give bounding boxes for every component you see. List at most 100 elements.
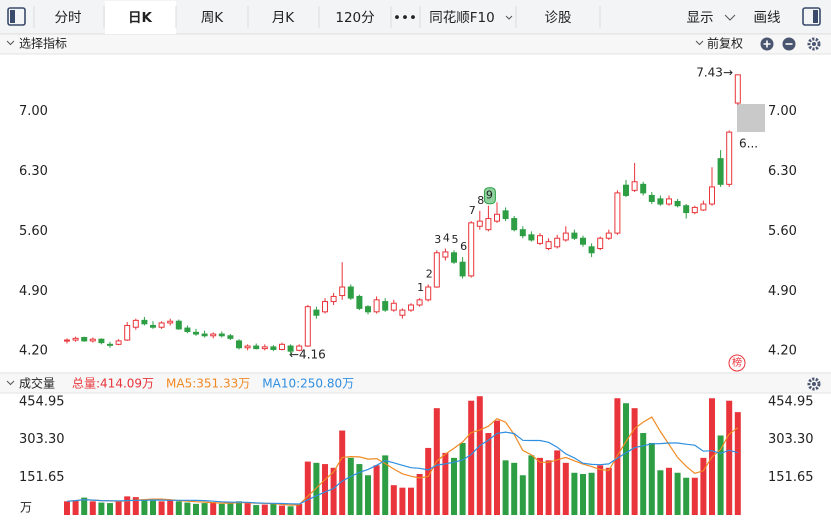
right-tab[interactable]: 画线 — [754, 10, 781, 26]
candle-body — [313, 309, 320, 316]
legend-entry: MA5:351.33万 — [166, 377, 250, 391]
zoom-out[interactable] — [782, 37, 796, 51]
volume-header — [0, 374, 831, 393]
candle-body — [81, 336, 88, 342]
volume-bar — [494, 420, 500, 515]
zoom-in[interactable] — [760, 37, 774, 51]
volume-bar — [287, 506, 294, 515]
volume-bar — [640, 433, 647, 515]
panel-toggle[interactable] — [802, 7, 821, 26]
indicator-select[interactable]: 选择指标 — [19, 36, 67, 51]
tab[interactable]: 分时 — [55, 10, 82, 26]
volume-bar — [390, 485, 397, 515]
volume-bar — [244, 503, 251, 515]
y-tick-label: 454.95 — [19, 394, 65, 409]
candle-body — [485, 218, 492, 231]
volume-bar — [588, 472, 595, 515]
settings[interactable] — [807, 37, 821, 51]
tab[interactable]: 同花顺F10 — [429, 10, 494, 26]
volume-bar — [132, 497, 139, 515]
candle-body — [528, 234, 535, 241]
volume-bar — [124, 496, 131, 515]
y-tick-label-right: 454.95 — [768, 394, 814, 409]
badge[interactable]: 榜 — [732, 356, 742, 369]
volume-bar — [726, 400, 733, 515]
dropdown-caret — [724, 14, 736, 21]
volume-bar — [218, 503, 225, 515]
volume-bar — [115, 501, 122, 515]
caret — [695, 40, 704, 46]
tab[interactable]: 周K — [201, 10, 224, 26]
volume-bar — [476, 396, 483, 515]
volume-bar — [451, 457, 457, 515]
volume-bar — [64, 501, 70, 515]
volume-bar — [631, 408, 638, 515]
candle-body — [691, 206, 698, 214]
volume-bar — [141, 500, 148, 515]
candle-body — [244, 345, 251, 349]
candle-body — [382, 301, 389, 311]
y-tick-label: 5.60 — [19, 224, 48, 239]
candle-body — [468, 222, 475, 277]
candle-body — [261, 346, 268, 350]
volume-bar — [399, 487, 406, 515]
candle-body — [408, 304, 414, 311]
right-tab[interactable]: 显示 — [687, 10, 714, 26]
candle-body — [236, 340, 242, 349]
candle-body — [442, 251, 449, 258]
volume-bar — [81, 497, 88, 515]
volume-title[interactable]: 成交量 — [19, 376, 55, 391]
candle-body — [717, 158, 724, 185]
adjust-select[interactable]: 前复权 — [707, 36, 743, 51]
candle-body — [683, 205, 690, 214]
candle-body — [648, 194, 655, 202]
volume-bar — [502, 460, 509, 515]
volume-settings[interactable] — [807, 377, 821, 391]
tab[interactable]: 诊股 — [545, 10, 573, 26]
candle-body — [98, 338, 105, 344]
tab[interactable]: ••• — [393, 10, 417, 26]
volume-bar — [313, 462, 320, 515]
volume-bar — [382, 455, 389, 515]
tab[interactable]: 日K — [128, 10, 152, 26]
candle-body — [296, 345, 303, 351]
icon — [813, 10, 818, 23]
candle-body — [218, 333, 225, 337]
volume-bar — [683, 477, 690, 515]
sequence-label: 3 — [434, 233, 441, 246]
candle-body — [167, 320, 174, 324]
candle-body — [580, 237, 586, 245]
candle-body — [330, 295, 337, 303]
volume-bar — [201, 503, 208, 515]
volume-bar — [98, 502, 105, 515]
candle-body — [459, 261, 466, 277]
volume-bar — [356, 464, 363, 515]
candle-body — [476, 220, 483, 227]
y-tick-label-right: 6.30 — [768, 164, 797, 179]
volume-bar — [270, 503, 277, 515]
volume-bar — [700, 457, 707, 515]
volume-bar — [657, 470, 664, 515]
candle-body — [390, 302, 397, 311]
icon — [7, 7, 26, 26]
sequence-label: 6 — [460, 240, 467, 253]
sidebar-toggle[interactable] — [7, 7, 26, 26]
caret — [6, 40, 15, 46]
sequence-label: 2 — [426, 267, 433, 280]
volume-bar — [648, 442, 655, 515]
volume-bar — [296, 503, 303, 515]
candle-body — [537, 235, 543, 244]
candle-body — [175, 320, 182, 330]
volume-bar — [72, 500, 79, 515]
volume-bar — [373, 465, 380, 515]
volume-bar — [253, 505, 260, 515]
volume-bar — [347, 457, 354, 515]
tab[interactable]: 月K — [272, 10, 295, 26]
candle-body — [150, 325, 156, 328]
candle-body — [562, 232, 569, 241]
badge-circle[interactable] — [728, 354, 746, 372]
candle-body — [227, 335, 234, 339]
candle-body — [571, 232, 578, 239]
candle-body — [700, 203, 707, 211]
tab[interactable]: 120分 — [335, 10, 374, 26]
